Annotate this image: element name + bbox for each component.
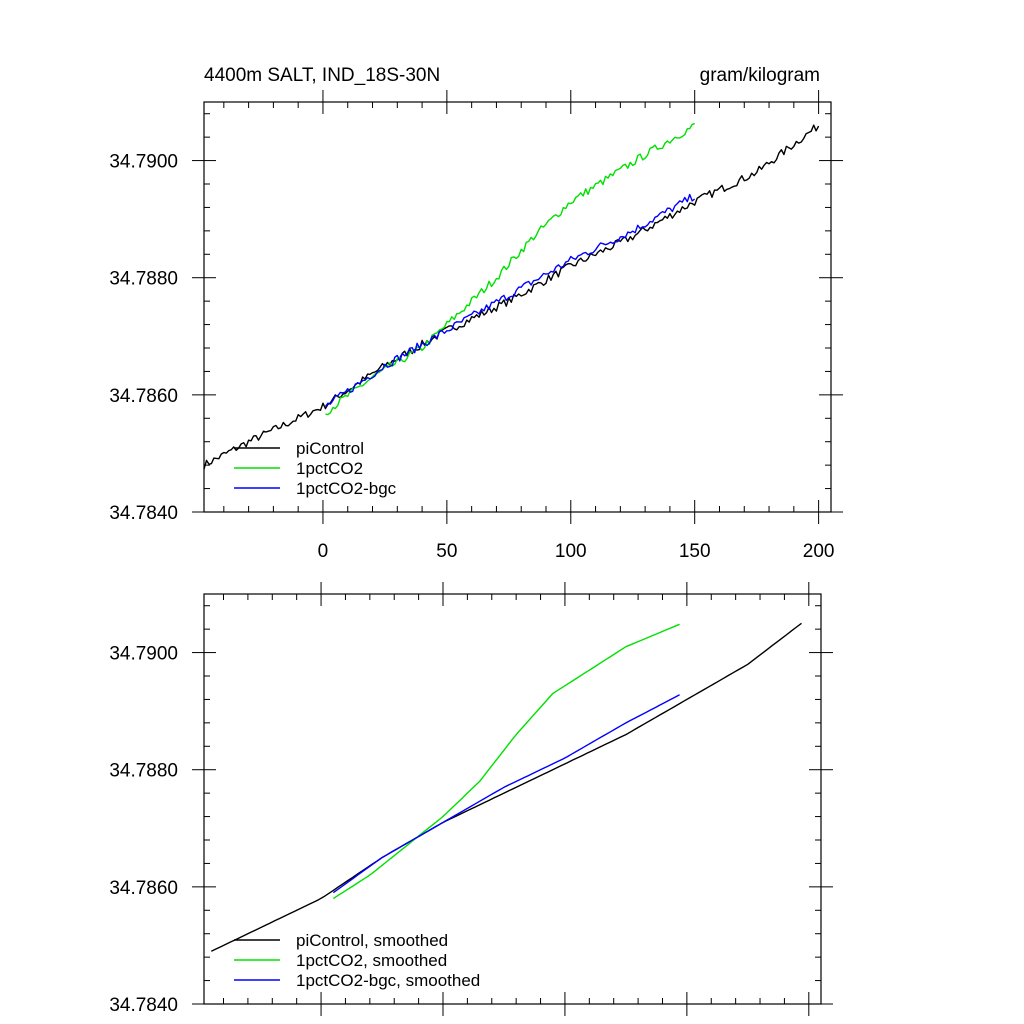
y-tick-label: 34.7900 <box>109 644 178 665</box>
series-line-picontrol <box>203 124 820 470</box>
legend-label: 1pctCO2 <box>296 459 363 478</box>
legend-label: 1pctCO2-bgc, smoothed <box>296 971 480 990</box>
bottom-panel: 34.7840 34.7860 34.7880 34.7900 piControl, s… <box>109 582 833 1016</box>
series-line-1pctco2-smoothed <box>332 623 680 900</box>
legend-label: piControl, smoothed <box>296 931 448 950</box>
y-tick-label: 34.7880 <box>109 761 178 782</box>
y-tick-label: 34.7900 <box>109 152 178 173</box>
x-tick-label: 100 <box>555 541 587 562</box>
chart-title: 4400m SALT, IND_18S-30N <box>204 65 440 86</box>
legend-label: 1pctCO2-bgc <box>296 479 397 498</box>
series-line-1pctco2-bgc-smoothed <box>332 694 680 894</box>
y-tick-label: 34.7840 <box>109 503 178 524</box>
y-tick-label: 34.7860 <box>109 878 178 899</box>
legend-label: 1pctCO2, smoothed <box>296 951 447 970</box>
series-line-picontrol-smoothed <box>210 622 802 952</box>
x-tick-label: 150 <box>679 541 711 562</box>
series-line-1pctco2 <box>325 122 695 416</box>
chart-units: gram/kilogram <box>700 65 820 86</box>
plot-frame <box>203 101 832 513</box>
series-line-1pctco2-bgc <box>324 193 696 407</box>
y-tick-label: 34.7860 <box>109 386 178 407</box>
x-tick-label: 50 <box>436 541 457 562</box>
x-tick-label: 0 <box>318 541 329 562</box>
y-tick-label: 34.7880 <box>109 269 178 290</box>
plot-frame <box>203 593 822 1005</box>
legend-label: piControl <box>296 439 364 458</box>
x-tick-label: 200 <box>803 541 835 562</box>
top-panel: 0 50 100 150 200 34.7840 34.7860 34.7880 34.7900… <box>109 90 843 562</box>
y-tick-label: 34.7840 <box>109 995 178 1016</box>
